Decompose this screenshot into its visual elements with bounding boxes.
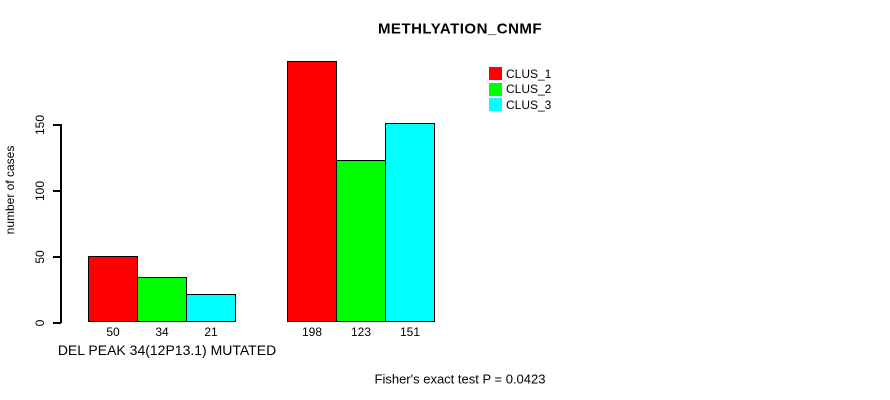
legend-label: CLUS_1 xyxy=(506,66,552,81)
y-tick-mark xyxy=(53,322,61,324)
bar-value-label: 34 xyxy=(155,325,169,339)
bar-value-label: 198 xyxy=(301,325,323,339)
y-tick-label: 0 xyxy=(33,319,47,327)
footnote: Fisher's exact test P = 0.0423 xyxy=(374,371,546,387)
bar-value-label: 21 xyxy=(204,325,218,339)
bar-value-label: 123 xyxy=(350,325,372,339)
y-tick-label: 50 xyxy=(33,250,47,264)
legend-swatch-icon xyxy=(489,98,502,112)
bar-clus_2-group2 xyxy=(336,160,386,322)
legend-row-clus_1: CLUS_1 xyxy=(489,66,551,82)
bar-value-label: 151 xyxy=(399,325,421,339)
y-tick-mark xyxy=(53,190,61,192)
x-axis-label: DEL PEAK 34(12P13.1) MUTATED xyxy=(57,342,277,358)
y-tick-label: 150 xyxy=(33,114,47,136)
legend-row-clus_2: CLUS_2 xyxy=(489,82,551,98)
bar-clus_3-group1 xyxy=(186,294,236,322)
y-tick-mark xyxy=(53,124,61,126)
legend-label: CLUS_2 xyxy=(506,82,552,97)
y-tick-mark xyxy=(53,256,61,258)
chart-title: METHLYATION_CNMF xyxy=(377,20,543,38)
bar-clus_2-group1 xyxy=(137,277,187,322)
legend-row-clus_3: CLUS_3 xyxy=(489,97,551,113)
legend-label: CLUS_3 xyxy=(506,97,552,112)
legend-swatch-icon xyxy=(489,82,502,96)
bar-value-label: 50 xyxy=(106,325,120,339)
bar-clus_1-group1 xyxy=(88,256,138,322)
bar-clus_1-group2 xyxy=(287,61,337,322)
y-tick-label: 100 xyxy=(33,180,47,202)
y-axis-line xyxy=(60,124,62,323)
legend: CLUS_1 CLUS_2 CLUS_3 xyxy=(489,66,551,113)
bar-clus_3-group2 xyxy=(385,123,435,322)
legend-swatch-icon xyxy=(489,67,502,81)
y-axis-label: number of cases xyxy=(3,145,17,235)
